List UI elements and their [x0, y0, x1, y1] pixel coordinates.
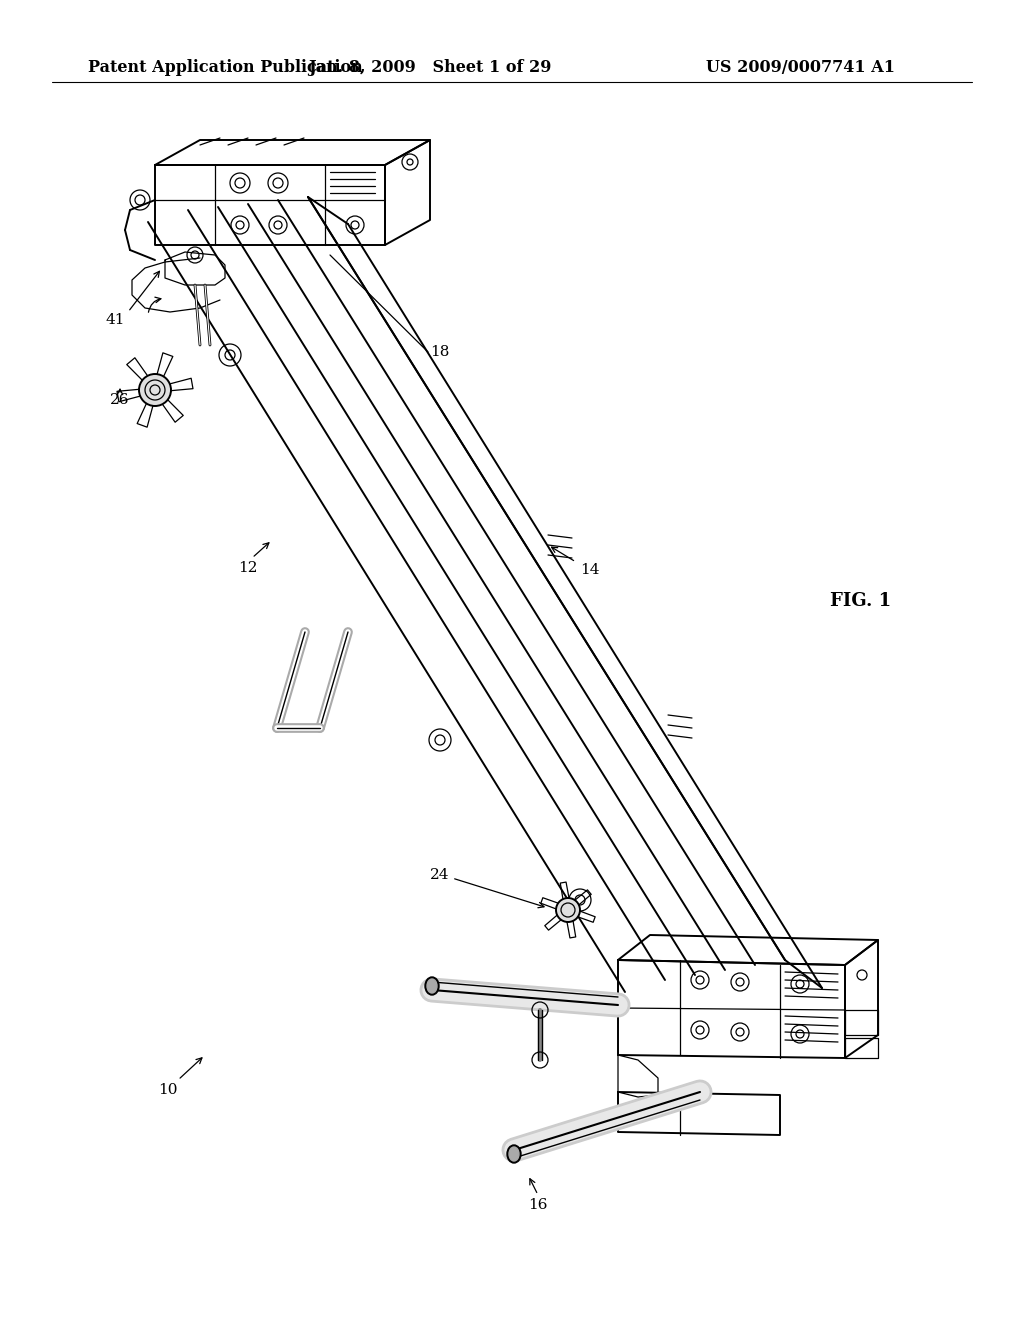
Text: US 2009/0007741 A1: US 2009/0007741 A1: [706, 59, 895, 77]
Circle shape: [556, 898, 580, 921]
Ellipse shape: [427, 979, 437, 993]
Text: 41: 41: [105, 313, 125, 327]
Ellipse shape: [425, 977, 439, 995]
Text: Patent Application Publication: Patent Application Publication: [88, 59, 362, 77]
Ellipse shape: [509, 1147, 519, 1162]
Text: Jan. 8, 2009   Sheet 1 of 29: Jan. 8, 2009 Sheet 1 of 29: [308, 59, 552, 77]
Text: 10: 10: [159, 1082, 178, 1097]
Text: 14: 14: [580, 564, 599, 577]
Text: 24: 24: [430, 869, 450, 882]
Text: FIG. 1: FIG. 1: [829, 591, 891, 610]
Circle shape: [139, 374, 171, 407]
Text: 16: 16: [528, 1199, 548, 1212]
Text: 12: 12: [238, 561, 257, 576]
Ellipse shape: [507, 1144, 521, 1163]
Text: 26: 26: [111, 393, 130, 407]
Text: 18: 18: [430, 345, 450, 359]
